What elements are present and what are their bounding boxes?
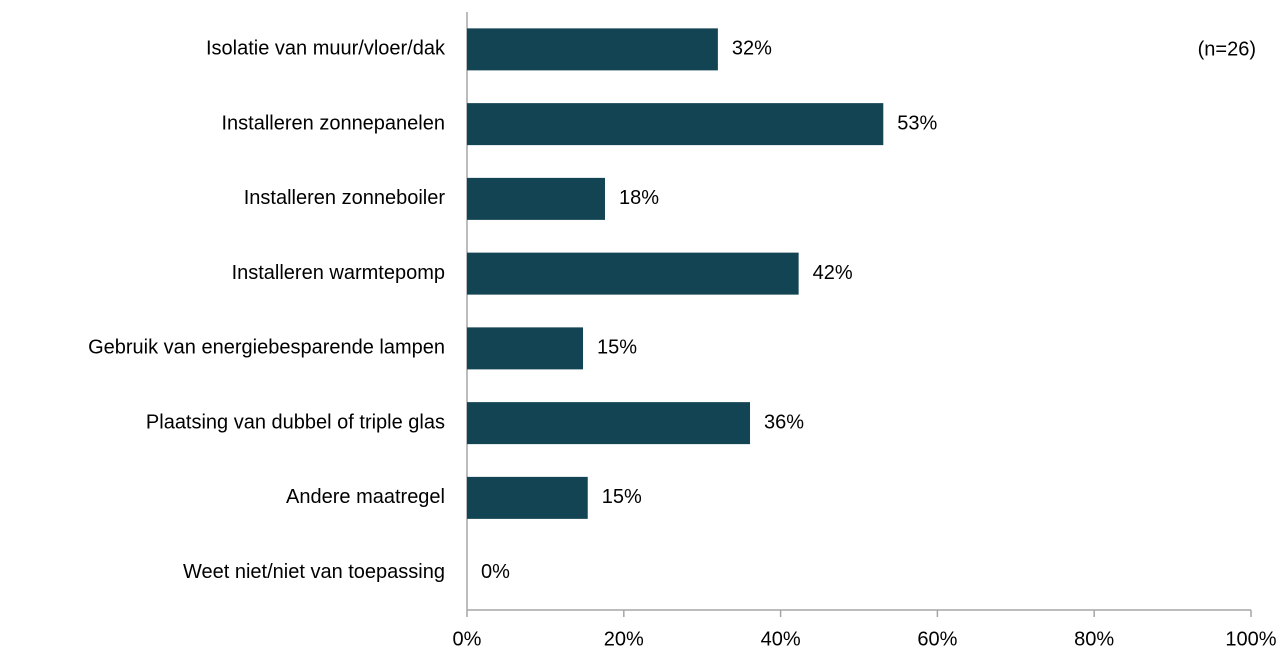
annotation: (n=26) (1198, 38, 1256, 60)
data-label: 36% (764, 411, 804, 433)
data-label: 18% (619, 187, 659, 209)
x-tick-label: 20% (604, 628, 644, 650)
bar (467, 177, 605, 220)
data-label: 53% (897, 112, 937, 134)
data-label: 15% (602, 486, 642, 508)
bar (467, 103, 884, 146)
y-tick-label: Installeren warmtepomp (232, 262, 445, 284)
x-tick-label: 80% (1074, 628, 1114, 650)
x-tick-label: 100% (1225, 628, 1276, 650)
x-tick-label: 60% (917, 628, 957, 650)
y-tick-label: Andere maatregel (286, 486, 445, 508)
data-label: 42% (813, 262, 853, 284)
bar (467, 327, 584, 370)
y-tick-label: Installeren zonnepanelen (221, 112, 445, 134)
y-tick-label: Gebruik van energiebesparende lampen (88, 337, 445, 359)
y-tick-label: Isolatie van muur/vloer/dak (206, 38, 446, 60)
bar (467, 28, 718, 71)
y-tick-label: Installeren zonneboiler (244, 187, 446, 209)
x-tick-label: 40% (761, 628, 801, 650)
bar (467, 402, 751, 445)
x-tick-label: 0% (453, 628, 482, 650)
y-tick-label: Weet niet/niet van toepassing (183, 561, 445, 583)
y-tick-label: Plaatsing van dubbel of triple glas (146, 411, 445, 433)
data-label: 0% (481, 561, 510, 583)
bar (467, 252, 799, 295)
bar (467, 476, 588, 519)
data-label: 15% (597, 337, 637, 359)
data-label: 32% (732, 38, 772, 60)
